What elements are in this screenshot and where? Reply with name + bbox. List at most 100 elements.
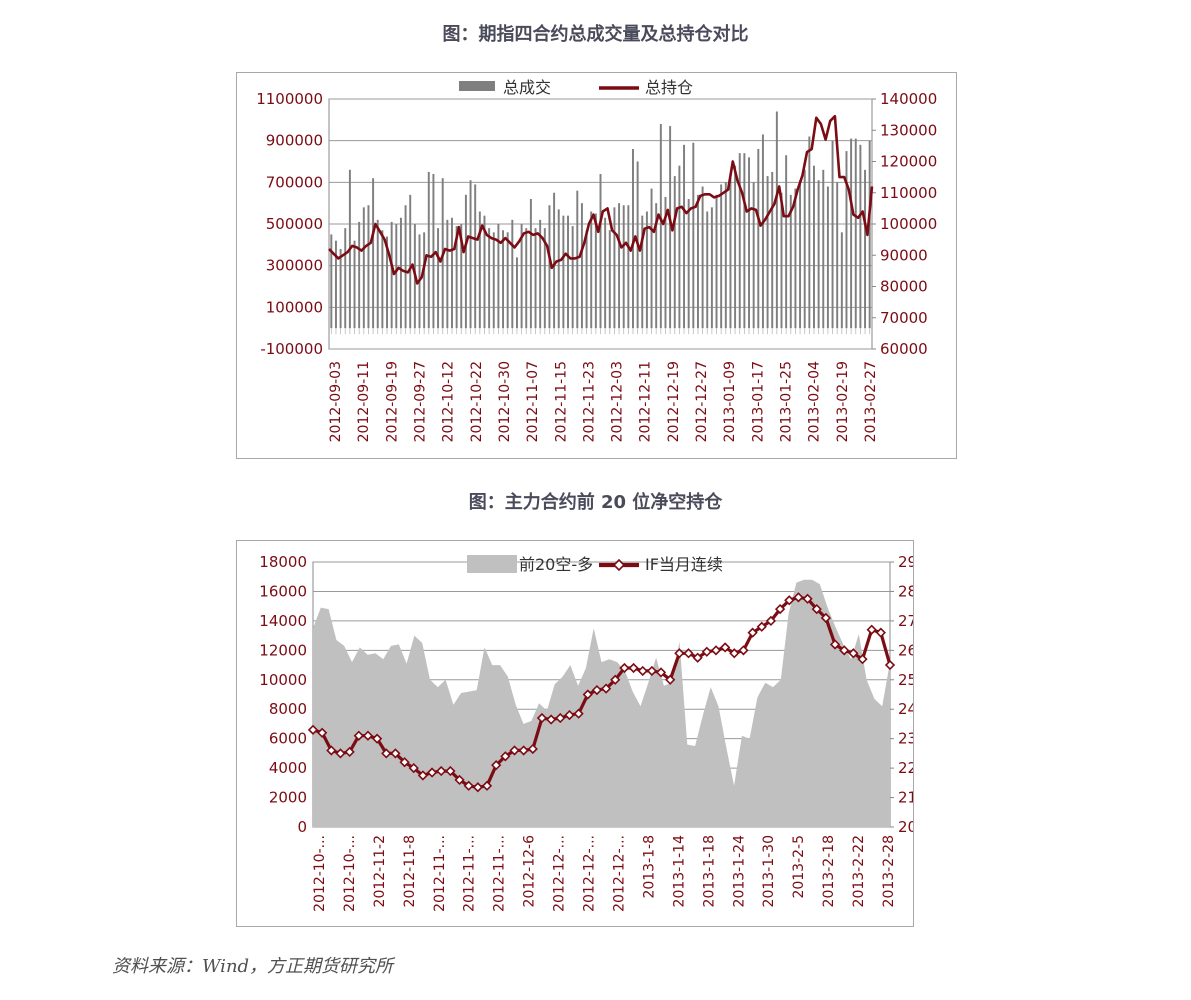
legend-label-index: IF当月连续 — [645, 555, 723, 574]
right-axis-tick-label: 90000 — [880, 246, 928, 264]
volume-bar — [785, 155, 788, 329]
right-axis-tick-label: 2700 — [898, 612, 913, 630]
right-axis-tick-label: 2500 — [898, 671, 913, 689]
left-axis-tick-label: 4000 — [269, 759, 307, 777]
legend-marker — [612, 558, 626, 572]
x-axis-tick-label: 2013-2-28 — [881, 835, 897, 907]
volume-bar — [645, 211, 648, 329]
volume-bar — [766, 176, 769, 329]
index-marker — [390, 748, 401, 759]
volume-bar — [729, 178, 732, 329]
volume-bar — [594, 213, 597, 329]
chart2-frame: 0 2000 4000 6000 8000 10000 12000 14000 16000 180… — [236, 540, 936, 927]
left-axis-tick-label: -100000 — [260, 340, 323, 358]
volume-bar — [576, 190, 579, 329]
right-axis-tick-label: 120000 — [880, 153, 937, 171]
index-marker — [463, 780, 474, 791]
x-axis-tick-label: 2012-11-... — [492, 835, 508, 912]
x-axis-tick-label: 2012-12-11 — [638, 361, 654, 442]
chart1-title: 图：期指四合约总成交量及总持仓对比 — [442, 24, 749, 45]
legend-label-volume: 总成交 — [503, 78, 551, 97]
index-marker — [784, 595, 795, 606]
volume-bar — [427, 171, 430, 329]
index-marker — [665, 674, 676, 685]
legend-label-openinterest: 总持仓 — [645, 78, 693, 97]
x-axis-tick-label: 2012-09-19 — [384, 361, 400, 442]
volume-bar — [580, 203, 583, 329]
volume-bar — [534, 228, 537, 329]
x-axis-tick-label: 2013-1-8 — [641, 835, 657, 899]
index-marker — [875, 627, 886, 638]
volume-bar — [664, 196, 667, 329]
volume-bar — [330, 234, 333, 329]
index-marker — [335, 748, 346, 759]
index-marker — [610, 674, 621, 685]
volume-bar — [687, 199, 690, 329]
volume-bar — [683, 144, 686, 329]
index-marker — [793, 592, 804, 603]
index-marker — [371, 733, 383, 744]
x-axis-tick-label: 2013-02-27 — [863, 361, 879, 442]
volume-bar — [836, 182, 839, 329]
volume-bar — [381, 230, 384, 329]
left-axis-tick-label: 10000 — [259, 671, 307, 689]
volume-bar — [529, 199, 532, 329]
volume-bar — [488, 228, 491, 329]
volume-bar — [539, 219, 542, 329]
volume-bar — [590, 211, 593, 329]
index-marker — [655, 667, 667, 678]
right-axis-tick-label: 2600 — [898, 641, 913, 659]
left-axis-tick-label: 2000 — [269, 789, 307, 807]
volume-bar — [701, 186, 704, 329]
volume-bar — [864, 169, 867, 329]
index-marker — [591, 684, 603, 696]
volume-bar — [478, 211, 481, 329]
volume-bar — [738, 153, 741, 329]
volume-bar — [492, 232, 495, 329]
index-marker — [500, 751, 511, 762]
volume-bar — [826, 186, 829, 329]
volume-bar — [451, 217, 453, 329]
x-axis-tick-label: 2012-09-11 — [356, 361, 372, 442]
volume-bar — [775, 111, 778, 329]
left-axis-tick-label: 6000 — [269, 730, 307, 748]
index-marker — [701, 646, 712, 657]
index-marker — [765, 615, 777, 627]
volume-bar — [808, 136, 811, 329]
volume-bar — [655, 203, 658, 329]
index-marker — [674, 648, 685, 659]
index-marker — [536, 712, 548, 724]
index-marker — [518, 745, 529, 756]
left-axis-tick-label: 14000 — [259, 612, 307, 630]
right-axis-tick-label: 2000 — [898, 818, 913, 836]
chart2-title: 图：主力合约前 20 位净空持仓 — [468, 492, 723, 513]
x-axis-tick-label: 2012-11-... — [432, 835, 448, 912]
index-marker — [445, 765, 456, 777]
volume-bar — [799, 180, 802, 329]
left-axis-tick-label: 18000 — [259, 553, 307, 571]
volume-bar — [520, 224, 523, 329]
legend-label-net-short: 前20空-多 — [519, 555, 593, 574]
volume-bar — [604, 217, 607, 329]
left-axis-tick-label: 1100000 — [256, 90, 323, 108]
x-axis-tick-label: 2013-1-24 — [731, 835, 747, 908]
right-axis-tick-label: 80000 — [880, 278, 928, 296]
index-marker — [491, 760, 502, 771]
left-axis-tick-label: 700000 — [266, 173, 323, 191]
volume-bar — [386, 236, 388, 329]
index-marker — [637, 665, 648, 677]
x-axis-tick-label: 2012-12-... — [552, 835, 568, 912]
volume-bar — [395, 224, 398, 329]
left-axis-tick-label: 100000 — [266, 298, 323, 316]
volume-bar — [548, 205, 551, 329]
volume-bar — [724, 182, 727, 329]
volume-bar — [734, 165, 737, 329]
x-axis-tick-label: 2013-02-04 — [807, 361, 823, 442]
volume-bar — [650, 188, 653, 329]
volume-bar — [706, 211, 709, 329]
x-axis-tick-label: 2013-2-22 — [851, 835, 867, 907]
volume-bar — [743, 153, 746, 329]
index-marker — [564, 709, 575, 721]
left-axis-tick-label: 900000 — [266, 132, 323, 150]
index-marker — [472, 782, 483, 793]
